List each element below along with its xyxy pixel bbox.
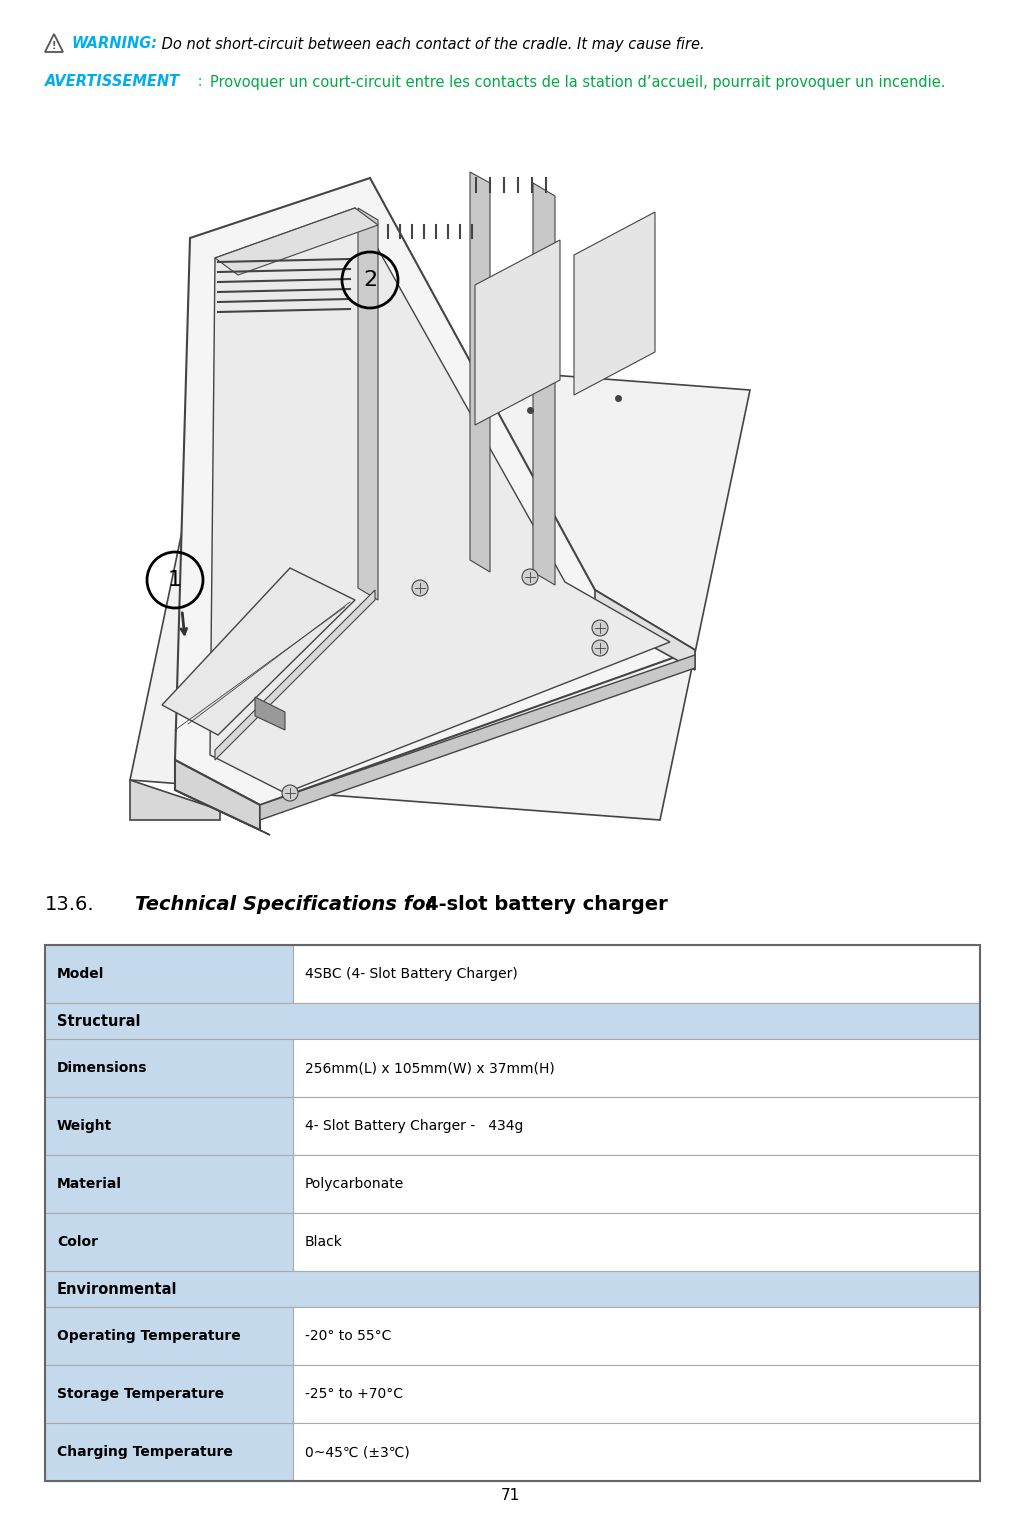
Text: Model: Model: [57, 967, 104, 981]
Text: Black: Black: [305, 1236, 342, 1249]
Polygon shape: [595, 590, 695, 670]
Polygon shape: [175, 789, 270, 835]
Text: AVERTISSEMENT: AVERTISSEMENT: [45, 75, 180, 89]
Text: Technical Specifications for: Technical Specifications for: [135, 895, 442, 914]
Text: Dimensions: Dimensions: [57, 1061, 148, 1075]
Text: Polycarbonate: Polycarbonate: [305, 1177, 404, 1191]
Text: -25° to +70°C: -25° to +70°C: [305, 1387, 403, 1401]
FancyBboxPatch shape: [292, 1098, 980, 1154]
FancyBboxPatch shape: [292, 1364, 980, 1423]
Circle shape: [592, 639, 608, 656]
FancyBboxPatch shape: [292, 1308, 980, 1364]
Text: !: !: [52, 41, 56, 51]
Text: Operating Temperature: Operating Temperature: [57, 1329, 240, 1343]
Text: Environmental: Environmental: [57, 1282, 177, 1297]
Polygon shape: [215, 590, 375, 760]
Circle shape: [592, 619, 608, 636]
FancyBboxPatch shape: [45, 944, 292, 1003]
Text: 4- Slot Battery Charger -   434g: 4- Slot Battery Charger - 434g: [305, 1119, 523, 1133]
Polygon shape: [215, 208, 378, 274]
Text: Structural: Structural: [57, 1013, 141, 1029]
FancyBboxPatch shape: [45, 1271, 980, 1308]
Text: 256mm(L) x 105mm(W) x 37mm(H): 256mm(L) x 105mm(W) x 37mm(H): [305, 1061, 554, 1075]
FancyBboxPatch shape: [45, 1003, 980, 1039]
Text: Color: Color: [57, 1236, 98, 1249]
FancyBboxPatch shape: [292, 1039, 980, 1098]
Polygon shape: [358, 208, 378, 599]
FancyBboxPatch shape: [45, 1213, 292, 1271]
Text: 2: 2: [363, 270, 377, 290]
FancyBboxPatch shape: [45, 1364, 292, 1423]
Polygon shape: [475, 241, 560, 425]
Text: Do not short-circuit between each contact of the cradle. It may cause fire.: Do not short-circuit between each contac…: [157, 37, 704, 52]
Polygon shape: [130, 780, 220, 820]
Polygon shape: [210, 208, 671, 793]
Polygon shape: [162, 569, 355, 734]
Polygon shape: [175, 760, 260, 829]
FancyBboxPatch shape: [292, 1423, 980, 1481]
Polygon shape: [255, 698, 285, 730]
FancyBboxPatch shape: [45, 1308, 292, 1364]
Text: WARNING:: WARNING:: [71, 37, 157, 52]
Text: 0~45℃ (±3℃): 0~45℃ (±3℃): [305, 1446, 410, 1459]
Polygon shape: [175, 178, 695, 805]
FancyBboxPatch shape: [292, 1213, 980, 1271]
Text: 4-slot battery charger: 4-slot battery charger: [425, 895, 667, 914]
Text: 1: 1: [168, 570, 182, 590]
Polygon shape: [470, 172, 490, 572]
Text: Storage Temperature: Storage Temperature: [57, 1387, 224, 1401]
Circle shape: [282, 785, 298, 802]
FancyBboxPatch shape: [292, 1154, 980, 1213]
FancyBboxPatch shape: [45, 1098, 292, 1154]
Text: Charging Temperature: Charging Temperature: [57, 1446, 233, 1459]
Polygon shape: [574, 212, 655, 396]
FancyBboxPatch shape: [45, 1039, 292, 1098]
Polygon shape: [130, 350, 750, 820]
Polygon shape: [533, 182, 555, 586]
FancyBboxPatch shape: [45, 1154, 292, 1213]
Polygon shape: [260, 655, 695, 820]
Text: -20° to 55°C: -20° to 55°C: [305, 1329, 391, 1343]
Text: Weight: Weight: [57, 1119, 112, 1133]
Text: Material: Material: [57, 1177, 122, 1191]
FancyBboxPatch shape: [45, 1423, 292, 1481]
Text: 13.6.: 13.6.: [45, 895, 95, 914]
FancyBboxPatch shape: [292, 944, 980, 1003]
Text: 71: 71: [500, 1487, 520, 1502]
Text: 4SBC (4- Slot Battery Charger): 4SBC (4- Slot Battery Charger): [305, 967, 518, 981]
Text: Provoquer un court-circuit entre les contacts de la station d’accueil, pourrait : Provoquer un court-circuit entre les con…: [210, 75, 946, 89]
Circle shape: [412, 579, 428, 596]
Text: :: :: [193, 75, 207, 89]
Circle shape: [522, 569, 538, 586]
